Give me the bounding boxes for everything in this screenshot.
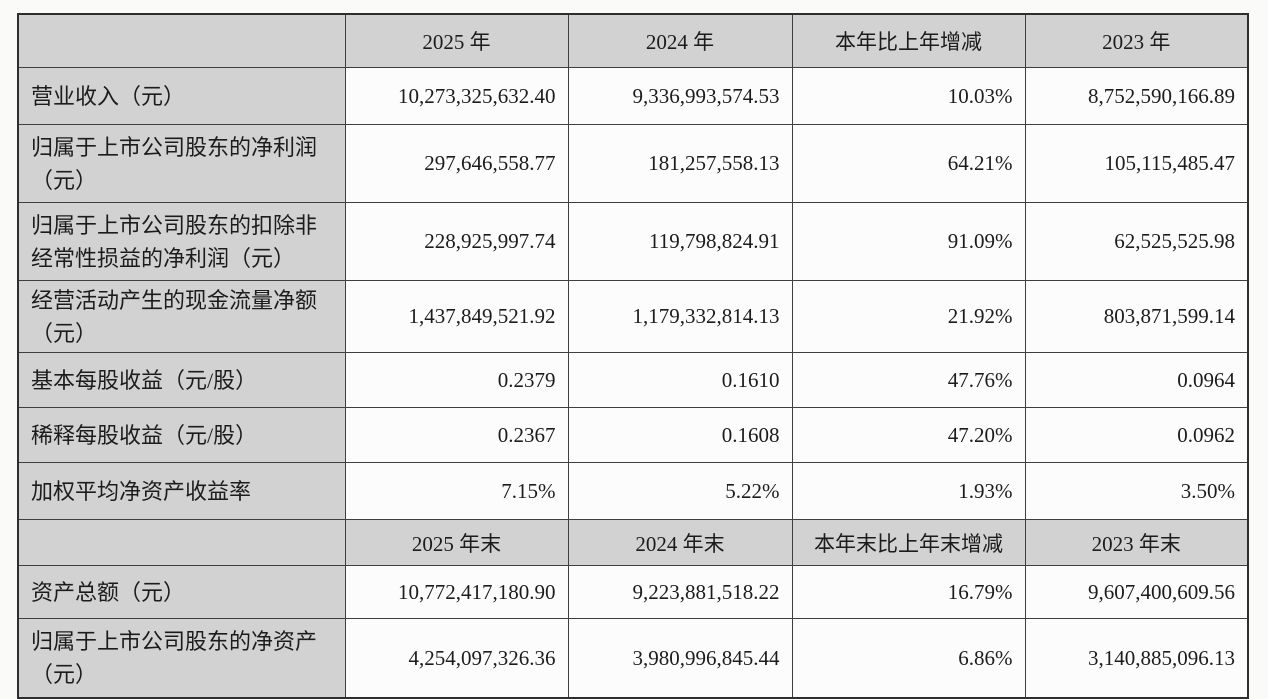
value-cell: 297,646,558.77 (344, 124, 569, 203)
value-cell: 1.93% (791, 462, 1026, 520)
table-row: 归属于上市公司股东的净资产（元） 4,254,097,326.36 3,980,… (17, 618, 1249, 699)
value-cell: 3.50% (1024, 462, 1249, 520)
table-row: 2025 年末 2024 年末 本年末比上年末增减 2023 年末 (17, 519, 1249, 566)
value-cell: 0.0964 (1024, 352, 1249, 408)
value-cell: 0.2379 (344, 352, 569, 408)
value-cell: 3,980,996,845.44 (567, 618, 793, 699)
table-row: 基本每股收益（元/股） 0.2379 0.1610 47.76% 0.0964 (17, 352, 1249, 408)
value-cell: 9,336,993,574.53 (567, 67, 793, 125)
financial-summary-table: 2025 年 2024 年 本年比上年增减 2023 年 营业收入（元） 10,… (17, 13, 1249, 699)
corner-cell (17, 519, 346, 566)
value-cell: 10.03% (791, 67, 1026, 125)
table-row: 归属于上市公司股东的扣除非经常性损益的净利润（元） 228,925,997.74… (17, 202, 1249, 281)
value-cell: 0.1608 (567, 407, 793, 463)
value-cell: 64.21% (791, 124, 1026, 203)
value-cell: 10,273,325,632.40 (344, 67, 569, 125)
table-row: 归属于上市公司股东的净利润（元） 297,646,558.77 181,257,… (17, 124, 1249, 203)
row-label-operating-cash-flow: 经营活动产生的现金流量净额（元） (17, 280, 346, 353)
value-cell: 0.2367 (344, 407, 569, 463)
row-label-weighted-avg-roe: 加权平均净资产收益率 (17, 462, 346, 520)
row-label-diluted-eps: 稀释每股收益（元/股） (17, 407, 346, 463)
value-cell: 21.92% (791, 280, 1026, 353)
value-cell: 47.20% (791, 407, 1026, 463)
column-header-2025: 2025 年 (344, 13, 569, 68)
table-row: 资产总额（元） 10,772,417,180.90 9,223,881,518.… (17, 565, 1249, 619)
corner-cell (17, 13, 346, 68)
value-cell: 5.22% (567, 462, 793, 520)
value-cell: 0.0962 (1024, 407, 1249, 463)
row-label-basic-eps: 基本每股收益（元/股） (17, 352, 346, 408)
column-header-2024-end: 2024 年末 (567, 519, 793, 566)
column-header-yoy-change: 本年比上年增减 (791, 13, 1026, 68)
value-cell: 228,925,997.74 (344, 202, 569, 281)
column-header-2023-end: 2023 年末 (1024, 519, 1249, 566)
value-cell: 7.15% (344, 462, 569, 520)
table-row: 加权平均净资产收益率 7.15% 5.22% 1.93% 3.50% (17, 462, 1249, 520)
row-label-net-profit: 归属于上市公司股东的净利润（元） (17, 124, 346, 203)
value-cell: 105,115,485.47 (1024, 124, 1249, 203)
value-cell: 8,752,590,166.89 (1024, 67, 1249, 125)
column-header-end-yoy-change: 本年末比上年末增减 (791, 519, 1026, 566)
value-cell: 119,798,824.91 (567, 202, 793, 281)
value-cell: 0.1610 (567, 352, 793, 408)
row-label-net-assets: 归属于上市公司股东的净资产（元） (17, 618, 346, 699)
value-cell: 9,223,881,518.22 (567, 565, 793, 619)
column-header-2025-end: 2025 年末 (344, 519, 569, 566)
table-row: 稀释每股收益（元/股） 0.2367 0.1608 47.20% 0.0962 (17, 407, 1249, 463)
column-header-2024: 2024 年 (567, 13, 793, 68)
value-cell: 181,257,558.13 (567, 124, 793, 203)
row-label-net-profit-excl-nonrecurring: 归属于上市公司股东的扣除非经常性损益的净利润（元） (17, 202, 346, 281)
row-label-revenue: 营业收入（元） (17, 67, 346, 125)
column-header-2023: 2023 年 (1024, 13, 1249, 68)
value-cell: 6.86% (791, 618, 1026, 699)
table-row: 2025 年 2024 年 本年比上年增减 2023 年 (17, 13, 1249, 68)
value-cell: 1,179,332,814.13 (567, 280, 793, 353)
value-cell: 9,607,400,609.56 (1024, 565, 1249, 619)
table-row: 经营活动产生的现金流量净额（元） 1,437,849,521.92 1,179,… (17, 280, 1249, 353)
value-cell: 3,140,885,096.13 (1024, 618, 1249, 699)
value-cell: 91.09% (791, 202, 1026, 281)
table-row: 营业收入（元） 10,273,325,632.40 9,336,993,574.… (17, 67, 1249, 125)
value-cell: 47.76% (791, 352, 1026, 408)
value-cell: 4,254,097,326.36 (344, 618, 569, 699)
value-cell: 16.79% (791, 565, 1026, 619)
value-cell: 803,871,599.14 (1024, 280, 1249, 353)
value-cell: 10,772,417,180.90 (344, 565, 569, 619)
value-cell: 62,525,525.98 (1024, 202, 1249, 281)
value-cell: 1,437,849,521.92 (344, 280, 569, 353)
row-label-total-assets: 资产总额（元） (17, 565, 346, 619)
